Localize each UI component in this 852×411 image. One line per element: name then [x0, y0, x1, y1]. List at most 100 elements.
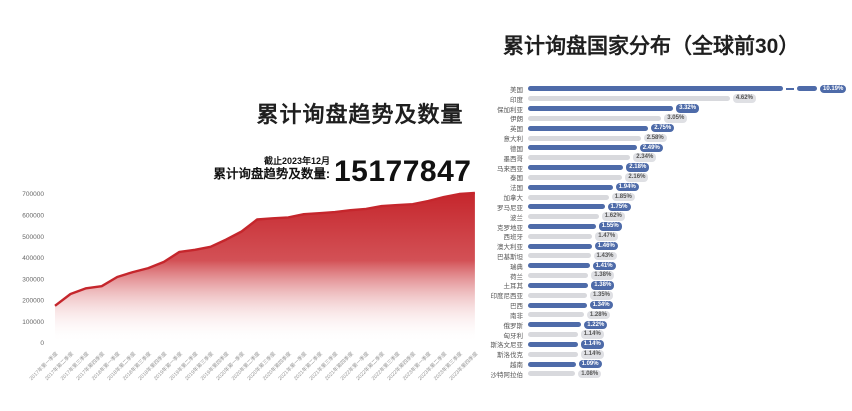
country-label: 墨西哥 [503, 155, 524, 163]
country-label: 荷兰 [510, 273, 523, 281]
value-pill: 1.35% [590, 291, 614, 300]
country-label: 美国 [510, 86, 523, 94]
country-bar-row: 波兰 1.62% [490, 212, 852, 222]
country-label: 英国 [510, 126, 523, 134]
country-bar [528, 125, 649, 131]
y-axis-tick-label: 0 [40, 340, 44, 347]
country-bar-row: 土耳其 1.38% [490, 281, 852, 291]
country-bar [528, 263, 590, 269]
value-pill: 1.34% [589, 300, 613, 310]
country-bar [528, 204, 605, 210]
value-pill: 1.41% [592, 261, 616, 271]
country-bar-row: 越南 1.09% [490, 359, 852, 369]
country-label: 保加利亚 [497, 106, 523, 114]
country-bar [528, 341, 578, 347]
country-bar-row: 沙特阿拉伯 1.08% [490, 369, 852, 379]
country-bar [528, 282, 589, 288]
country-bar-row: 澳大利亚 1.46% [490, 241, 852, 251]
value-pill: 1.22% [584, 320, 608, 330]
country-label: 斯洛文尼亚 [490, 342, 524, 350]
y-axis-tick-label: 700000 [22, 191, 44, 198]
country-bar-row: 巴西 1.34% [490, 300, 852, 310]
country-distribution-bar-chart: 美国 10.19% 印度 4.62% 保加利亚 3.32% 伊朗 3.05% 英国 2.75% 意大… [490, 84, 852, 379]
country-label: 意大利 [503, 136, 524, 144]
country-bar-row: 南非 1.28% [490, 310, 852, 320]
country-label: 德国 [510, 145, 523, 153]
country-bar-row: 墨西哥 2.34% [490, 153, 852, 163]
country-bar-row: 西班牙 1.47% [490, 231, 852, 241]
country-bar [528, 302, 587, 308]
country-label: 土耳其 [503, 283, 524, 291]
value-pill: 1.38% [591, 281, 615, 290]
country-chart-title: 累计询盘国家分布（全球前30） [503, 35, 800, 58]
value-pill: 1.38% [591, 271, 615, 280]
value-pill: 4.62% [732, 94, 756, 103]
country-label: 匈牙利 [503, 332, 524, 340]
country-bar-row: 瑞典 1.41% [490, 261, 852, 271]
value-pill: 1.62% [601, 212, 625, 221]
value-pill: 1.08% [578, 369, 602, 379]
country-bar-row: 加拿大 1.85% [490, 192, 852, 202]
value-pill: 1.14% [580, 340, 604, 349]
country-label: 罗马尼亚 [497, 204, 523, 212]
value-pill: 1.46% [594, 241, 618, 251]
trend-line [54, 191, 475, 307]
value-pill: 2.34% [633, 153, 657, 162]
stat-labels: 截止2023年12月 累计询盘趋势及数量: [150, 156, 330, 182]
value-pill: 1.14% [580, 330, 604, 339]
value-pill: 2.75% [651, 123, 675, 133]
country-bar [528, 155, 631, 161]
value-pill: 1.75% [607, 202, 631, 212]
country-label: 沙特阿拉伯 [490, 371, 524, 379]
country-bar [528, 96, 730, 102]
bar-segment [797, 86, 817, 92]
country-bar-row: 意大利 2.58% [490, 133, 852, 143]
value-pill: 10.19% [820, 84, 847, 94]
value-pill: 1.09% [578, 359, 602, 369]
country-bar [528, 243, 592, 249]
inquiry-trend-area-chart: 0 100000 200000 300000 400000 500000 600000 700… [22, 191, 479, 382]
country-label: 克罗地亚 [497, 224, 523, 232]
country-bar [528, 273, 589, 279]
y-axis-tick-label: 400000 [22, 255, 44, 262]
country-label: 波兰 [510, 214, 523, 222]
value-pill: 3.32% [676, 104, 700, 113]
country-label: 西班牙 [503, 234, 524, 242]
country-bar-row: 巴基斯坦 1.43% [490, 251, 852, 261]
y-axis-tick-label: 100000 [22, 319, 44, 326]
country-bar-row: 泰国 2.16% [490, 172, 852, 182]
country-label: 斯洛伐克 [497, 352, 523, 360]
country-bar-row: 伊朗 3.05% [490, 113, 852, 123]
country-bar [528, 371, 576, 377]
value-pill: 3.05% [664, 114, 688, 123]
country-label: 巴西 [510, 303, 523, 311]
country-label: 俄罗斯 [503, 322, 524, 330]
axis-break-dash [786, 88, 794, 90]
country-label: 越南 [510, 362, 523, 370]
country-bar [528, 312, 584, 318]
value-pill: 2.58% [643, 133, 667, 143]
country-bar-row: 斯洛伐克 1.14% [490, 349, 852, 359]
cumulative-inquiry-count: 15177847 [334, 155, 472, 188]
country-bar [528, 361, 576, 367]
y-axis-tick-label: 300000 [22, 276, 44, 283]
country-bar [528, 322, 582, 328]
value-pill: 1.94% [615, 182, 639, 192]
value-pill: 2.18% [626, 163, 650, 172]
country-bar [528, 292, 587, 298]
country-bar-row: 荷兰 1.38% [490, 271, 852, 281]
country-label: 伊朗 [510, 116, 523, 124]
country-bar-row: 俄罗斯 1.22% [490, 320, 852, 330]
country-bar [528, 135, 641, 141]
country-label: 印度尼西亚 [490, 293, 524, 301]
area-fill [55, 192, 475, 343]
value-pill: 1.85% [611, 192, 635, 202]
country-label: 法国 [510, 185, 523, 193]
y-axis-tick-label: 200000 [22, 298, 44, 305]
country-bar [528, 233, 593, 239]
country-label: 巴基斯坦 [497, 254, 523, 261]
country-label: 马来西亚 [497, 165, 523, 173]
value-pill: 1.47% [595, 232, 619, 241]
value-pill: 2.16% [625, 173, 649, 182]
